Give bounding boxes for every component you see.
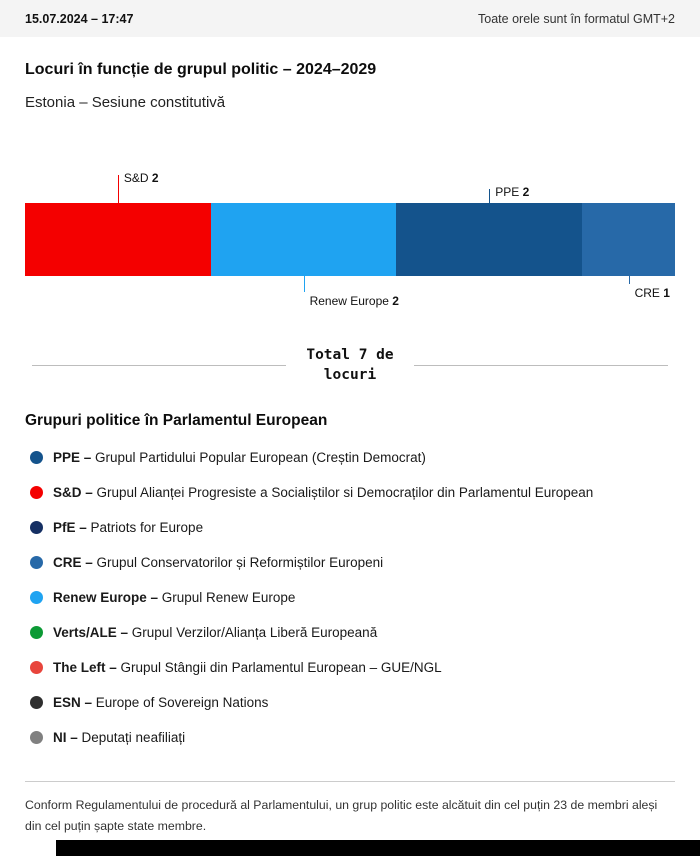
- page-subtitle: Estonia – Sesiune constitutivă: [25, 94, 226, 111]
- total-rule-left: [32, 364, 287, 366]
- footnote-divider: [25, 780, 675, 782]
- bottom-black-bar: [56, 840, 700, 856]
- seat-chart: S&D 2 Renew Europe 2 PPE 2 CRE 1: [25, 151, 675, 319]
- bar-segment-s-d[interactable]: [25, 203, 211, 276]
- callout-label-cre: CRE 1: [634, 286, 670, 300]
- bar-segment-ppe[interactable]: [396, 203, 583, 276]
- legend-section: Grupuri politice în Parlamentul European…: [0, 412, 700, 856]
- legend-item-label: PPE – Grupul Partidului Popular European…: [53, 449, 426, 465]
- timezone-note: Toate orele sunt în formatul GMT+2: [478, 11, 675, 26]
- legend-item-label: S&D – Grupul Alianței Progresiste a Soci…: [53, 484, 594, 500]
- legend-color-dot: [30, 590, 43, 604]
- legend-item: The Left – Grupul Stângii din Parlamentu…: [25, 650, 675, 685]
- legend-item: Renew Europe – Grupul Renew Europe: [25, 580, 675, 615]
- legend-color-dot: [30, 485, 43, 499]
- legend-color-dot: [30, 450, 43, 464]
- callout-s-d: S&D 2: [117, 171, 159, 203]
- header-bar: 15.07.2024 – 17:47 Toate orele sunt în f…: [0, 0, 700, 37]
- legend-item: S&D – Grupul Alianței Progresiste a Soci…: [25, 475, 675, 510]
- footnote-text: Conform Regulamentului de procedură al P…: [25, 797, 658, 834]
- total-rule-right: [413, 364, 668, 366]
- page-title: Locuri în funcție de grupul politic – 20…: [25, 61, 377, 78]
- legend-item-label: NI – Deputați neafiliați: [53, 729, 186, 745]
- datetime-text: 15.07.2024 – 17:47: [25, 11, 134, 26]
- main-content: Locuri în funcție de grupul politic – 20…: [0, 61, 700, 111]
- total-row: Total 7 de locuri: [32, 345, 668, 386]
- legend-item-label: PfE – Patriots for Europe: [53, 519, 204, 535]
- legend-item-label: CRE – Grupul Conservatorilor și Reformiș…: [53, 554, 384, 570]
- legend-item: CRE – Grupul Conservatorilor și Reformiș…: [25, 545, 675, 580]
- legend-list: PPE – Grupul Partidului Popular European…: [25, 440, 675, 755]
- legend-item-label: Renew Europe – Grupul Renew Europe: [53, 589, 296, 605]
- legend-color-dot: [30, 730, 43, 744]
- legend-color-dot: [30, 555, 43, 569]
- legend-item-label: Verts/ALE – Grupul Verzilor/Alianța Libe…: [53, 624, 378, 640]
- legend-item: ESN – Europe of Sovereign Nations: [25, 685, 675, 720]
- legend-item: PPE – Grupul Partidului Popular European…: [25, 440, 675, 475]
- legend-color-dot: [30, 695, 43, 709]
- legend-color-dot: [30, 660, 43, 674]
- bar-segment-cre[interactable]: [582, 203, 675, 276]
- legend-color-dot: [30, 520, 43, 534]
- callout-cre: CRE 1: [628, 276, 670, 300]
- legend-item-label: The Left – Grupul Stângii din Parlamentu…: [53, 659, 442, 675]
- legend-color-dot: [30, 625, 43, 639]
- legend-item: Verts/ALE – Grupul Verzilor/Alianța Libe…: [25, 615, 675, 650]
- callout-label-s-d: S&D 2: [123, 171, 159, 185]
- legend-item-label: ESN – Europe of Sovereign Nations: [53, 694, 269, 710]
- callout-renew-europe: Renew Europe 2: [303, 276, 399, 308]
- total-seats-label: Total 7 de locuri: [306, 347, 394, 384]
- callout-label-renew-europe: Renew Europe 2: [309, 294, 399, 308]
- stacked-bar: [25, 203, 675, 276]
- legend-item: PfE – Patriots for Europe: [25, 510, 675, 545]
- legend-item: NI – Deputați neafiliați: [25, 720, 675, 755]
- callout-ppe: PPE 2: [489, 185, 529, 203]
- legend-heading: Grupuri politice în Parlamentul European: [25, 411, 328, 429]
- bar-segment-renew-europe[interactable]: [210, 203, 397, 276]
- callout-label-ppe: PPE 2: [495, 185, 530, 199]
